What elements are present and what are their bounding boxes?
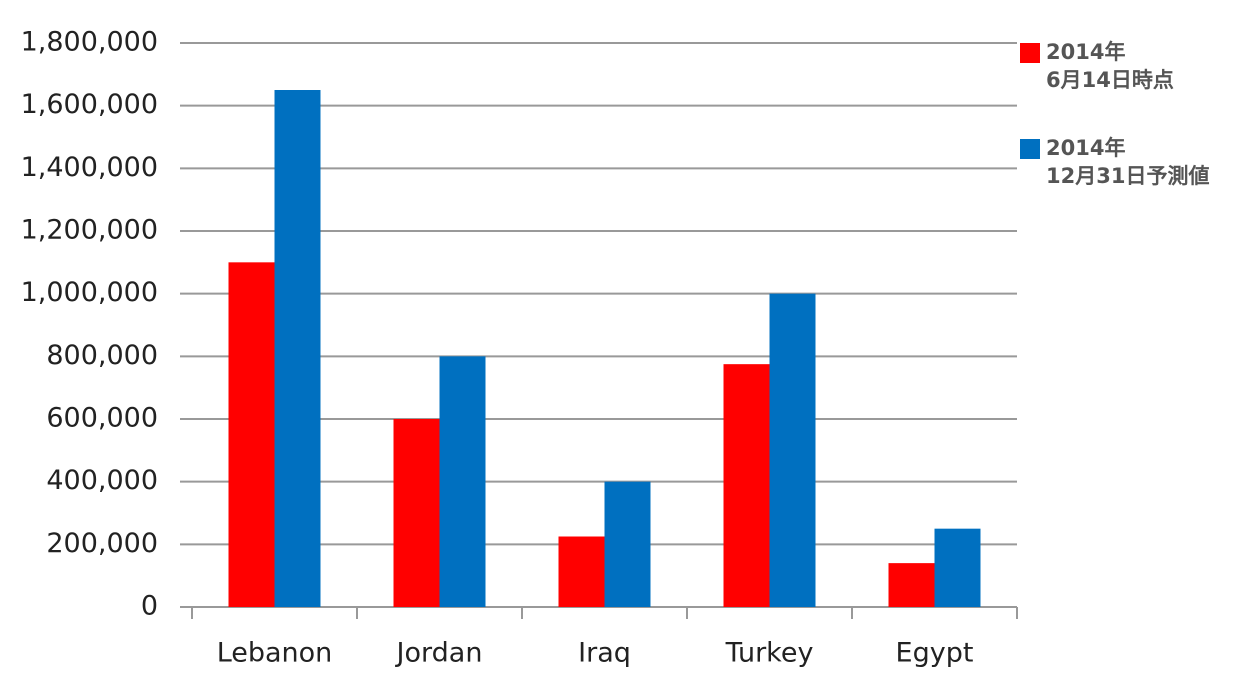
bar bbox=[723, 364, 770, 607]
bar bbox=[934, 528, 981, 607]
bar bbox=[274, 90, 321, 607]
y-tick-label: 200,000 bbox=[46, 528, 158, 559]
legend-item: 2014年 6月14日時点 bbox=[1020, 38, 1235, 94]
legend-swatch bbox=[1020, 43, 1040, 63]
y-tick-label: 1,600,000 bbox=[21, 89, 158, 120]
legend-label: 2014年 12月31日予測値 bbox=[1046, 136, 1210, 188]
y-tick-label: 400,000 bbox=[46, 465, 158, 496]
bar bbox=[228, 262, 275, 607]
legend-item: 2014年 12月31日予測値 bbox=[1020, 134, 1235, 190]
y-tick-label: 1,400,000 bbox=[21, 152, 158, 183]
y-tick-label: 1,200,000 bbox=[21, 215, 158, 246]
y-tick-label: 1,800,000 bbox=[21, 27, 158, 58]
x-tick-label: Jordan bbox=[395, 638, 483, 669]
y-tick-label: 1,000,000 bbox=[21, 277, 158, 308]
y-tick-label: 0 bbox=[141, 591, 158, 622]
bar bbox=[393, 419, 440, 607]
legend: 2014年 6月14日時点 2014年 12月31日予測値 bbox=[1020, 38, 1235, 230]
bar bbox=[558, 536, 605, 607]
y-tick-label: 800,000 bbox=[46, 340, 158, 371]
bar bbox=[439, 356, 486, 607]
y-tick-label: 600,000 bbox=[46, 403, 158, 434]
bar bbox=[604, 481, 651, 607]
legend-label: 2014年 6月14日時点 bbox=[1046, 40, 1174, 92]
x-tick-label: Turkey bbox=[725, 638, 814, 669]
bar bbox=[888, 563, 935, 607]
x-tick-label: Egypt bbox=[896, 638, 974, 669]
bar bbox=[769, 293, 816, 607]
x-tick-label: Lebanon bbox=[217, 638, 333, 669]
x-tick-label: Iraq bbox=[578, 638, 631, 669]
legend-swatch bbox=[1020, 139, 1040, 159]
